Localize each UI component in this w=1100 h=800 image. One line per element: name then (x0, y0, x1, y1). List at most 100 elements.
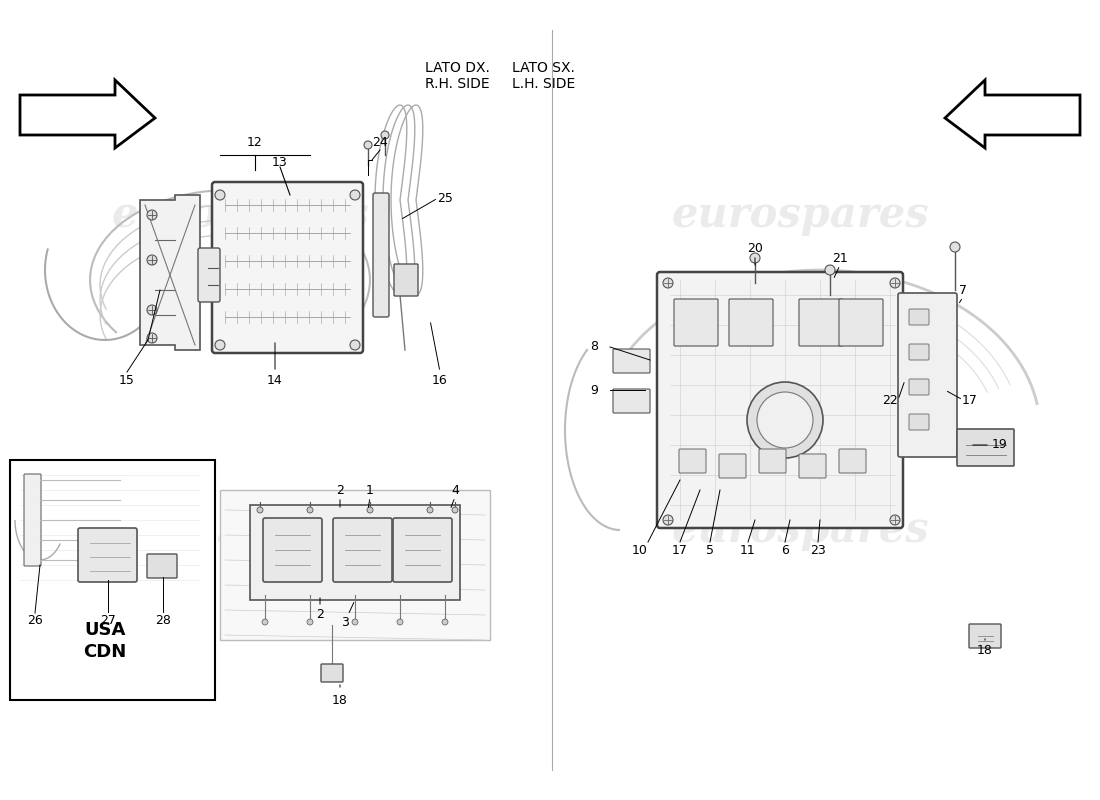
FancyBboxPatch shape (909, 309, 929, 325)
FancyBboxPatch shape (799, 454, 826, 478)
Text: 18: 18 (977, 643, 993, 657)
Text: 7: 7 (959, 283, 967, 297)
FancyBboxPatch shape (333, 518, 392, 582)
Circle shape (381, 131, 389, 139)
Text: 10: 10 (632, 543, 648, 557)
Text: 21: 21 (832, 251, 848, 265)
Text: 14: 14 (267, 374, 283, 386)
Text: 28: 28 (155, 614, 170, 626)
Text: 27: 27 (100, 614, 116, 626)
Circle shape (890, 515, 900, 525)
Text: 2: 2 (337, 483, 344, 497)
Text: 25: 25 (437, 191, 453, 205)
Text: 3: 3 (341, 615, 349, 629)
Circle shape (950, 242, 960, 252)
FancyBboxPatch shape (839, 299, 883, 346)
Circle shape (663, 515, 673, 525)
Text: 6: 6 (781, 543, 789, 557)
Polygon shape (220, 490, 490, 640)
Circle shape (262, 619, 268, 625)
Text: 26: 26 (28, 614, 43, 626)
FancyBboxPatch shape (393, 518, 452, 582)
Text: 16: 16 (432, 374, 448, 386)
FancyBboxPatch shape (839, 449, 866, 473)
Text: USA: USA (85, 621, 125, 639)
Circle shape (367, 507, 373, 513)
FancyBboxPatch shape (898, 293, 957, 457)
Text: 17: 17 (672, 543, 688, 557)
Circle shape (350, 340, 360, 350)
FancyBboxPatch shape (674, 299, 718, 346)
Polygon shape (140, 195, 200, 350)
FancyBboxPatch shape (909, 414, 929, 430)
Circle shape (442, 619, 448, 625)
FancyBboxPatch shape (24, 474, 41, 566)
Text: LATO DX.: LATO DX. (425, 61, 490, 75)
Circle shape (663, 278, 673, 288)
Text: 2: 2 (316, 609, 323, 622)
Circle shape (364, 141, 372, 149)
Circle shape (214, 340, 225, 350)
Text: 8: 8 (590, 341, 598, 354)
Text: 12: 12 (248, 137, 263, 150)
Circle shape (350, 190, 360, 200)
Circle shape (747, 382, 823, 458)
Text: 24: 24 (372, 137, 388, 150)
Text: 19: 19 (992, 438, 1008, 451)
Circle shape (452, 507, 458, 513)
FancyBboxPatch shape (10, 460, 214, 700)
Text: eurospares: eurospares (671, 194, 928, 236)
Text: 1: 1 (366, 483, 374, 497)
Circle shape (214, 190, 225, 200)
Text: 18: 18 (332, 694, 348, 706)
Text: 23: 23 (810, 543, 826, 557)
Text: 20: 20 (747, 242, 763, 254)
FancyBboxPatch shape (759, 449, 786, 473)
Text: eurospares: eurospares (671, 509, 928, 551)
Circle shape (352, 619, 358, 625)
Text: 4: 4 (451, 483, 459, 497)
Circle shape (147, 210, 157, 220)
FancyBboxPatch shape (657, 272, 903, 528)
FancyBboxPatch shape (909, 379, 929, 395)
FancyBboxPatch shape (212, 182, 363, 353)
Text: 13: 13 (272, 157, 288, 170)
FancyBboxPatch shape (969, 624, 1001, 648)
Circle shape (147, 305, 157, 315)
Polygon shape (20, 80, 155, 148)
Circle shape (757, 392, 813, 448)
Polygon shape (945, 80, 1080, 148)
FancyBboxPatch shape (613, 349, 650, 373)
Circle shape (307, 507, 314, 513)
FancyBboxPatch shape (78, 528, 138, 582)
FancyBboxPatch shape (394, 264, 418, 296)
FancyBboxPatch shape (613, 389, 650, 413)
Circle shape (397, 619, 403, 625)
FancyBboxPatch shape (719, 454, 746, 478)
Text: 15: 15 (119, 374, 135, 386)
Circle shape (147, 255, 157, 265)
Text: R.H. SIDE: R.H. SIDE (426, 77, 490, 91)
FancyBboxPatch shape (321, 664, 343, 682)
Circle shape (147, 333, 157, 343)
FancyBboxPatch shape (957, 429, 1014, 466)
Text: eurospares: eurospares (111, 194, 369, 236)
FancyBboxPatch shape (909, 344, 929, 360)
Text: 5: 5 (706, 543, 714, 557)
Circle shape (257, 507, 263, 513)
FancyBboxPatch shape (263, 518, 322, 582)
Circle shape (825, 265, 835, 275)
Text: L.H. SIDE: L.H. SIDE (512, 77, 575, 91)
Text: 11: 11 (740, 543, 756, 557)
Circle shape (307, 619, 314, 625)
Text: 9: 9 (590, 383, 598, 397)
Text: 17: 17 (962, 394, 978, 406)
Text: eurospares: eurospares (111, 509, 369, 551)
Polygon shape (250, 505, 460, 600)
FancyBboxPatch shape (679, 449, 706, 473)
FancyBboxPatch shape (729, 299, 773, 346)
Circle shape (890, 278, 900, 288)
FancyBboxPatch shape (373, 193, 389, 317)
FancyBboxPatch shape (799, 299, 843, 346)
FancyBboxPatch shape (147, 554, 177, 578)
